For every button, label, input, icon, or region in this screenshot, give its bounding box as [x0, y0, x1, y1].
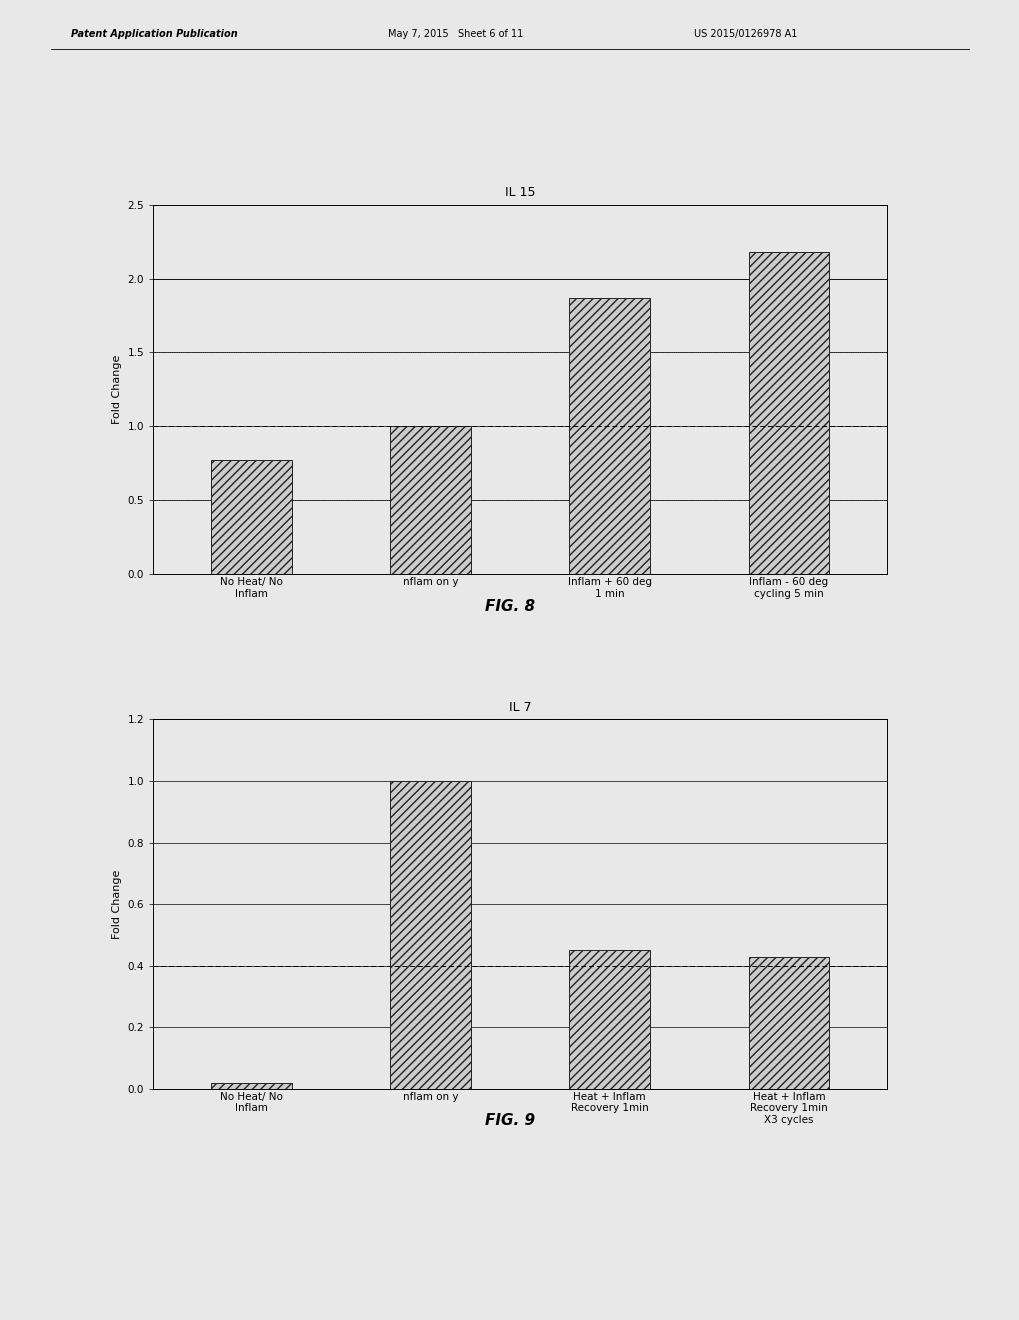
Text: FIG. 9: FIG. 9	[484, 1113, 535, 1127]
Y-axis label: Fold Change: Fold Change	[112, 870, 121, 939]
Text: May 7, 2015   Sheet 6 of 11: May 7, 2015 Sheet 6 of 11	[387, 29, 523, 40]
Bar	[211, 461, 291, 574]
Bar	[390, 426, 471, 574]
Bar	[748, 252, 828, 574]
Y-axis label: Fold Change: Fold Change	[112, 355, 121, 424]
Bar	[748, 957, 828, 1089]
Title: IL 7: IL 7	[508, 701, 531, 714]
Bar	[390, 781, 471, 1089]
Bar	[569, 298, 649, 574]
Bar	[569, 950, 649, 1089]
Title: IL 15: IL 15	[504, 186, 535, 199]
Text: Patent Application Publication: Patent Application Publication	[71, 29, 237, 40]
Text: FIG. 8: FIG. 8	[484, 599, 535, 614]
Bar	[211, 1082, 291, 1089]
Text: US 2015/0126978 A1: US 2015/0126978 A1	[693, 29, 796, 40]
